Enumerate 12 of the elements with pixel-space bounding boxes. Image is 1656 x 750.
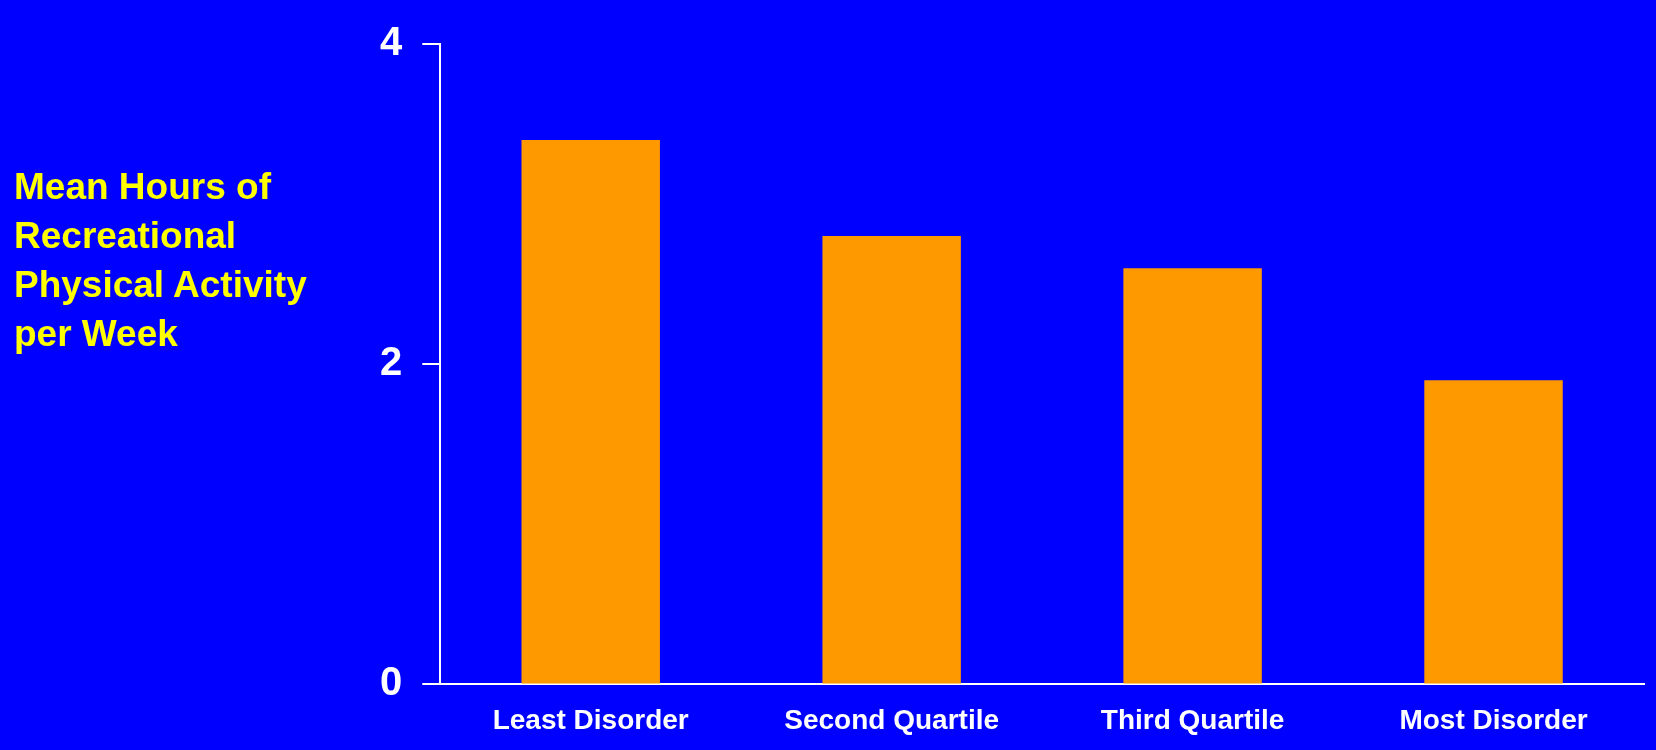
y-tick-label: 2 (380, 339, 403, 384)
y-tick-label: 0 (380, 659, 403, 704)
x-tick-label: Most Disorder (1399, 703, 1588, 735)
x-tick-label: Least Disorder (492, 703, 689, 735)
bar (521, 140, 660, 684)
bar (822, 236, 961, 684)
y-axis-title: Mean Hours of Recreational Physical Activity per Week (14, 165, 308, 356)
x-tick-label: Third Quartile (1100, 703, 1285, 735)
x-tick-label: Second Quartile (784, 703, 1000, 735)
bar (1123, 268, 1262, 684)
y-tick-label: 4 (380, 19, 403, 64)
bar (1424, 380, 1563, 684)
